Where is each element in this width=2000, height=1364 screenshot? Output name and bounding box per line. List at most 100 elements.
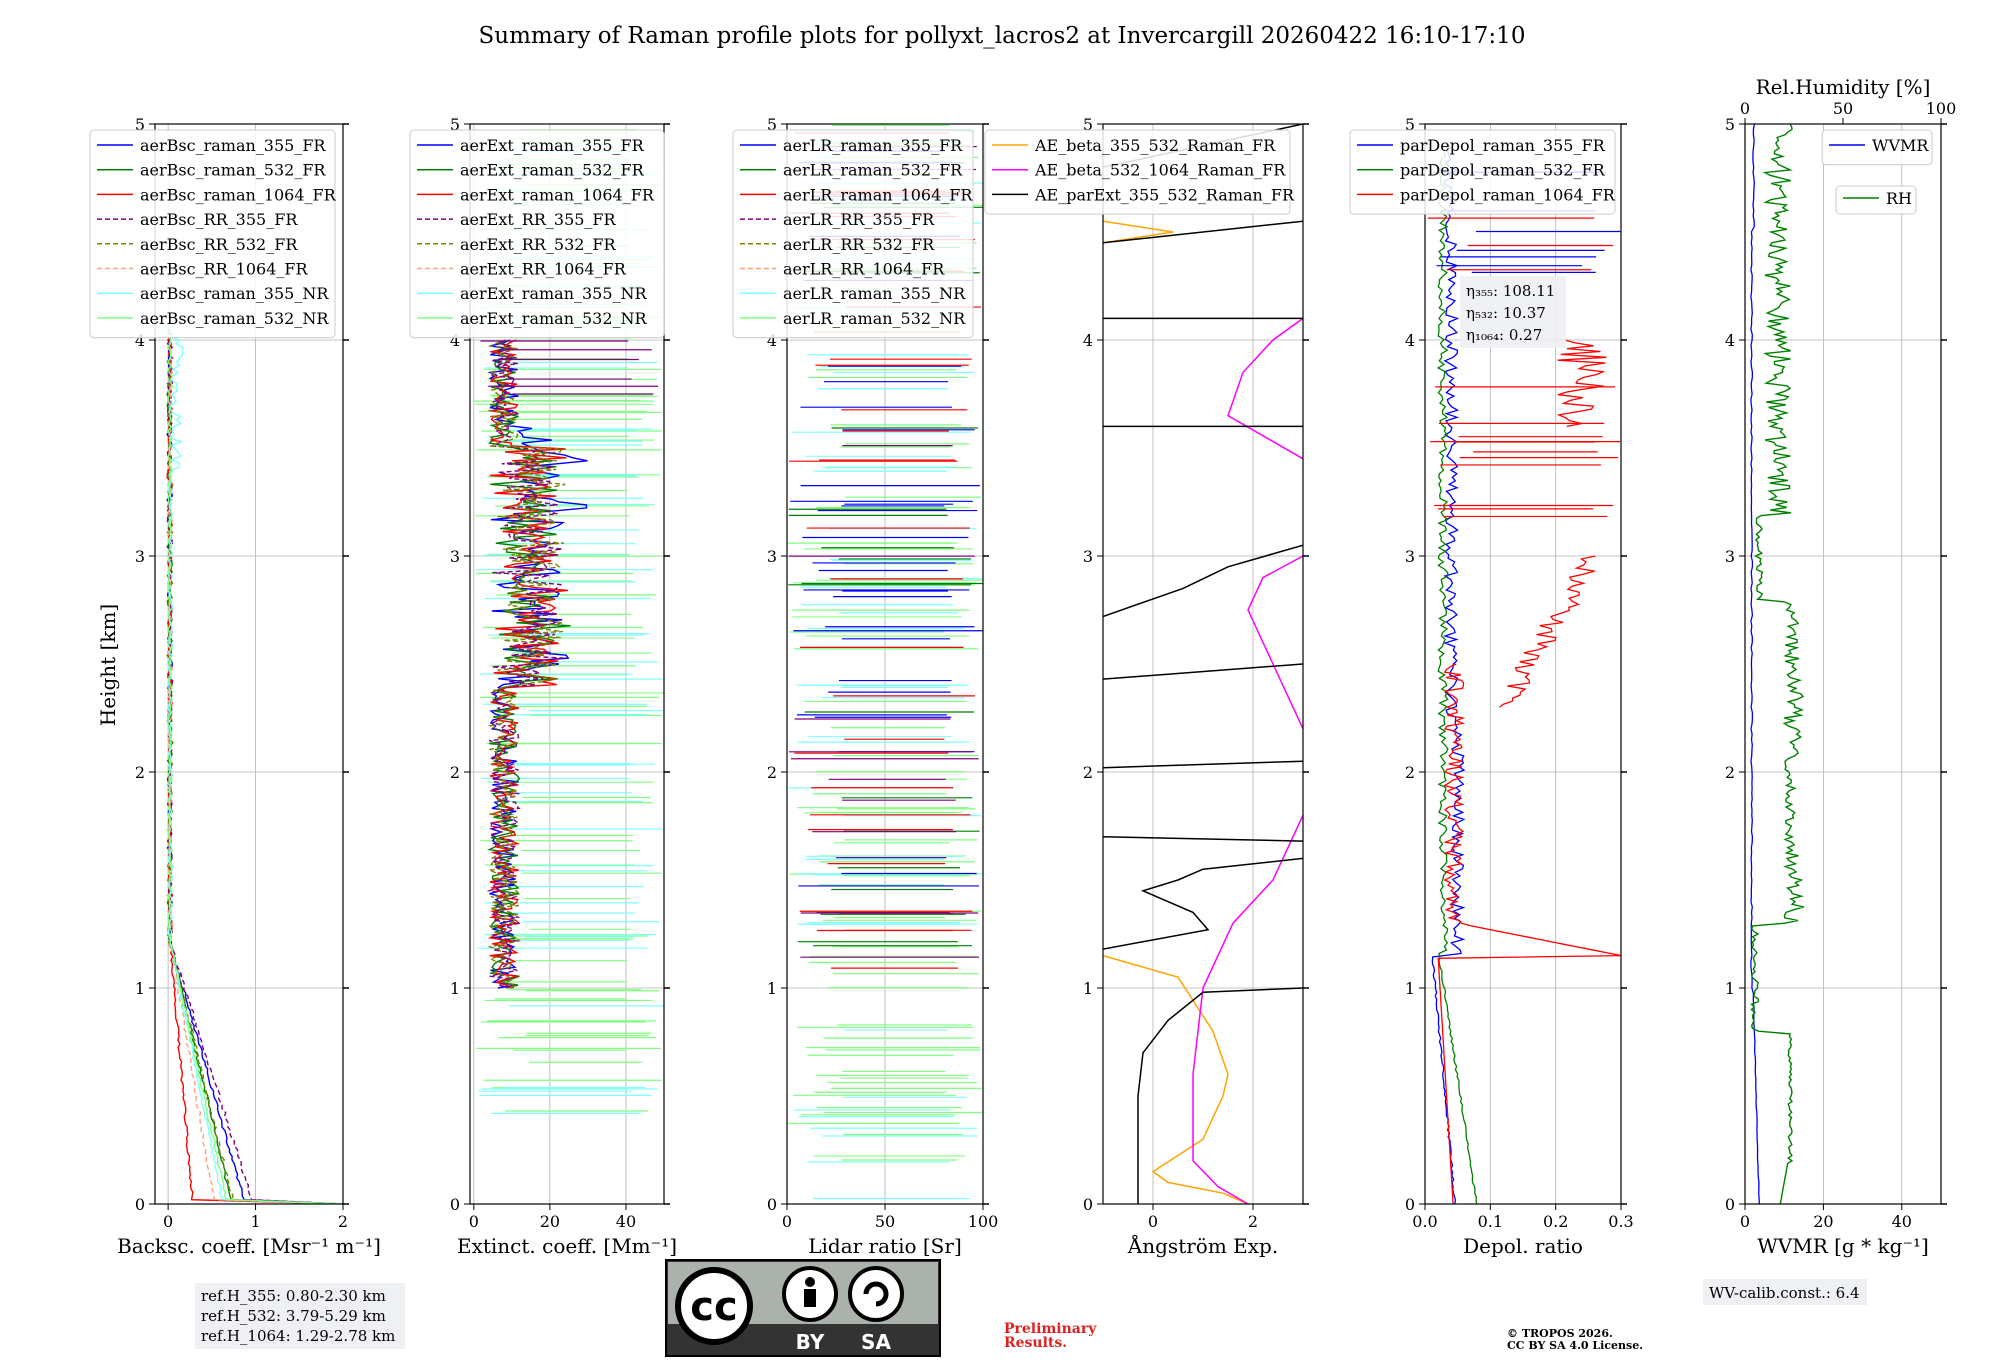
y-tick-label: 5: [1083, 115, 1093, 134]
y-tick-label: 0: [1405, 1195, 1415, 1214]
x-tick-label: 50: [875, 1212, 895, 1231]
x-axis-label-ae: Ångström Exp.: [1127, 1233, 1278, 1258]
ae-parext-line: [1103, 220, 1303, 244]
y-tick-label: 5: [767, 115, 777, 134]
x-tick-label: 40: [1892, 1212, 1912, 1231]
legend-label: aerBsc_RR_355_FR: [140, 210, 298, 229]
y-tick-label: 1: [1083, 979, 1093, 998]
x-tick-label: 0.2: [1543, 1212, 1568, 1231]
legend-label: aerLR_RR_355_FR: [783, 210, 935, 229]
legend-label: aerExt_raman_355_NR: [460, 284, 648, 303]
legend-label: aerExt_raman_532_NR: [460, 309, 648, 328]
y-tick-label: 0: [1083, 1195, 1093, 1214]
x-tick-label: 0: [1740, 1212, 1750, 1231]
axes-frame: [1424, 123, 1622, 1205]
y-tick-label: 4: [1083, 331, 1093, 350]
y-tick-label: 3: [135, 547, 145, 566]
ae-parext-line: [1103, 760, 1303, 769]
eta-box: [1460, 276, 1566, 348]
cc-text: cc: [690, 1284, 737, 1330]
axes-frame: [154, 123, 344, 1205]
legend-label: aerBsc_RR_532_FR: [140, 235, 298, 254]
x-tick-label: 0.1: [1478, 1212, 1503, 1231]
y-tick-label: 2: [1083, 763, 1093, 782]
legend-box: [89, 129, 336, 339]
top-tick-label: 100: [1926, 99, 1957, 118]
y-tick-label: 5: [135, 115, 145, 134]
y-tick-label: 2: [450, 763, 460, 782]
y-tick-label: 3: [767, 547, 777, 566]
axes-frame: [469, 123, 665, 1205]
ref-height-355: ref.H_355: 0.80-2.30 km: [201, 1287, 386, 1305]
series-group: [165, 328, 343, 1204]
ae-beta-532-1064-line: [1247, 555, 1303, 730]
cc-by-sa-badge: cc BY SA: [665, 1259, 941, 1357]
x-axis-label-wv: WVMR [g * kg⁻¹]: [1757, 1234, 1929, 1258]
y-tick-label: 5: [450, 115, 460, 134]
legend-label: WVMR: [1872, 136, 1929, 155]
y-tick-label: 4: [135, 331, 145, 350]
y-tick-label: 1: [767, 979, 777, 998]
series-group: [473, 129, 664, 1114]
legend-label: aerBsc_RR_1064_FR: [140, 260, 309, 279]
top-tick-label: 50: [1833, 99, 1853, 118]
y-tick-label: 2: [767, 763, 777, 782]
legend-label-rh: RH: [1886, 189, 1912, 208]
y-tick-label: 0: [767, 1195, 777, 1214]
legend-label: parDepol_raman_532_FR: [1400, 161, 1606, 180]
panel-bsc: 0 1 2 0 1 2 3 4 5 Backsc. coeff. [Msr⁻¹ m⁻¹] aerBs…: [89, 115, 381, 1258]
legend-box: [1349, 129, 1616, 215]
y-tick-label: 1: [450, 979, 460, 998]
panel-wv: 0 20 40 0 1 2 3 4 5 Rel.Humidity [%] 0 50 100 WVMR [g…: [1725, 75, 1956, 1258]
x-tick-label: 20: [1813, 1212, 1833, 1231]
y-tick-label: 2: [135, 763, 145, 782]
x-tick-label: 0: [782, 1212, 792, 1231]
y-tick-label: 4: [450, 331, 460, 350]
legend-box: [409, 129, 665, 339]
ae-beta-355-532-line: [1103, 220, 1174, 244]
bsc-line-0: [166, 328, 343, 1204]
legend-label: aerBsc_raman_1064_FR: [140, 185, 337, 204]
cc-icon: [675, 1267, 753, 1345]
x-tick-label: 2: [1248, 1212, 1258, 1231]
legend-wv: WVMR RH: [1821, 129, 1933, 215]
rel-humidity-label: Rel.Humidity [%]: [1756, 75, 1931, 99]
legend-label: aerExt_RR_1064_FR: [460, 260, 627, 279]
bsc-line-5: [165, 329, 343, 1204]
legend-label: aerExt_raman_355_FR: [460, 136, 645, 155]
bsc-line-4: [165, 328, 343, 1204]
series-group: [1750, 124, 1805, 1204]
copyright-line: © TROPOS 2026.: [1507, 1327, 1613, 1340]
ae-parext-line: [1103, 663, 1303, 680]
legend-label: AE_beta_532_1064_Raman_FR: [1034, 161, 1286, 180]
ae-parext-line: [1137, 987, 1303, 1204]
y-tick-label: 3: [1083, 547, 1093, 566]
legend-ext: aerExt_raman_355_FR aerExt_raman_532_FRae…: [409, 129, 665, 339]
ref-height-532: ref.H_532: 3.79-5.29 km: [201, 1307, 386, 1325]
x-axis-label-ext: Extinct. coeff. [Mm⁻¹]: [457, 1234, 677, 1258]
y-axis-label: Height [km]: [96, 604, 120, 726]
ae-beta-532-1064-line: [1227, 317, 1303, 460]
y-tick-label: 5: [1405, 115, 1415, 134]
results-label: Results.: [1004, 1335, 1067, 1351]
ae-beta-532-1064-line: [1192, 814, 1303, 1204]
legend-label: aerLR_raman_532_NR: [783, 309, 966, 328]
legend-dep: parDepol_raman_355_FR parDepol_raman_532_…: [1349, 129, 1616, 215]
legend-label: parDepol_raman_1064_FR: [1400, 185, 1616, 204]
sa-icon: [848, 1266, 904, 1322]
y-tick-label: 2: [1725, 763, 1735, 782]
y-tick-label: 1: [1405, 979, 1415, 998]
wv-calib-text: WV-calib.const.: 6.4: [1709, 1284, 1860, 1302]
x-tick-label: 0: [1148, 1212, 1158, 1231]
legend-label: aerLR_raman_355_FR: [783, 136, 963, 155]
x-tick-label: 2: [338, 1212, 348, 1231]
by-text: BY: [796, 1330, 825, 1354]
ext-line-3: [486, 339, 564, 989]
y-tick-label: 4: [1405, 331, 1415, 350]
x-tick-label: 1: [250, 1212, 260, 1231]
axes-frame: [1102, 123, 1304, 1205]
series-group: [1427, 145, 1621, 1204]
legend-label: aerLR_raman_355_NR: [783, 284, 966, 303]
legend-label: AE_beta_355_532_Raman_FR: [1034, 136, 1276, 155]
